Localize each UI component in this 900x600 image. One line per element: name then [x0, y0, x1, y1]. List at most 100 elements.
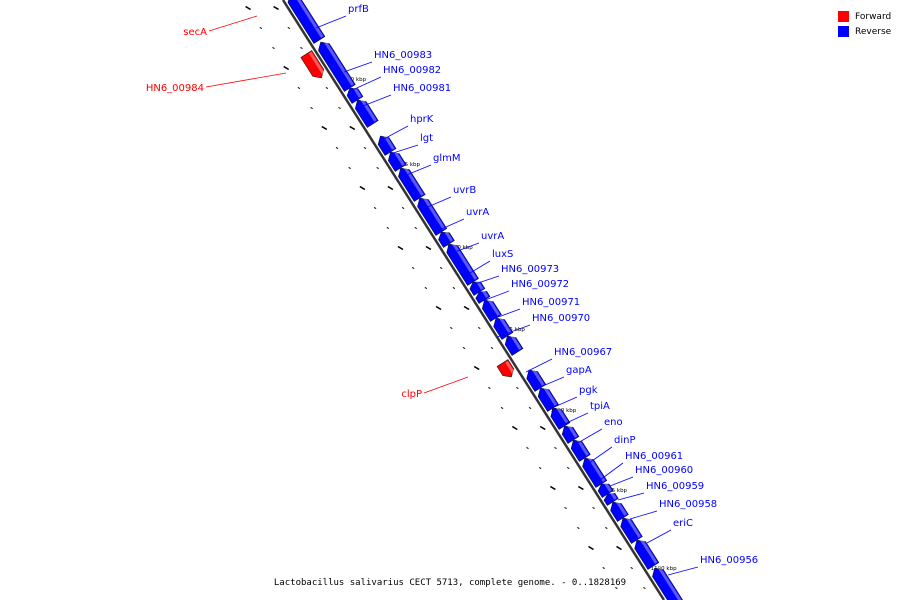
tick-mark	[425, 245, 432, 251]
scale-labels: 1220 kbp 1215 kbp 1210 kbp 1205 kbp 1200 kbp…	[340, 77, 677, 572]
gene-highlight	[403, 165, 424, 196]
legend: Forward Reverse	[838, 9, 891, 39]
gene-leader-line	[362, 94, 392, 107]
gene-arrow	[475, 289, 491, 304]
tick-mark	[283, 65, 290, 71]
gene-arrow	[300, 50, 326, 79]
gene-leader-line	[464, 260, 491, 277]
gene-arrow	[398, 165, 426, 202]
tick-mark	[577, 485, 584, 491]
gene-highlight	[393, 149, 405, 166]
scale-label: 1200 kbp	[550, 408, 576, 414]
legend-label-reverse: Reverse	[855, 26, 892, 37]
gene-body	[603, 493, 619, 506]
gene-body	[481, 299, 502, 322]
gene-leader-line	[667, 566, 699, 576]
gene-leader-line	[423, 376, 469, 394]
gene-label: hprK	[410, 114, 434, 125]
gene-highlight	[308, 51, 326, 76]
gene-body	[620, 517, 643, 544]
tick-mark	[287, 26, 291, 30]
gene-label: HN6_00981	[393, 83, 451, 94]
gene-leader-line	[479, 290, 510, 303]
gene-arrow	[417, 195, 448, 236]
tick-mark	[397, 245, 404, 251]
gene-body	[318, 41, 356, 92]
gene-arrow	[526, 367, 547, 392]
gene-body	[377, 135, 397, 156]
gene-label: pgk	[579, 385, 598, 396]
gene-arrow	[550, 405, 571, 430]
gene-body	[582, 457, 608, 488]
gene-leader-line	[617, 492, 645, 501]
gene-body	[597, 483, 614, 498]
gene-leader-line	[451, 242, 480, 254]
gene-leader-line	[496, 324, 531, 338]
tick-mark	[452, 286, 456, 290]
gene-arrow	[469, 279, 486, 296]
gene-body	[537, 387, 559, 412]
gene-label: uvrB	[453, 185, 476, 196]
gene-body	[634, 539, 660, 570]
scale-label: 1220 kbp	[340, 77, 366, 83]
gene-body	[354, 99, 379, 128]
gene-highlight	[451, 241, 478, 280]
tick-mark	[273, 5, 279, 11]
gene-leader-line	[343, 61, 373, 73]
gene-arrow	[481, 297, 502, 322]
gene-leader-line	[561, 412, 589, 426]
gene-arrow	[582, 455, 608, 488]
gene-leader-line	[489, 308, 521, 321]
gene-highlight	[482, 289, 489, 298]
backbone-line	[281, 0, 666, 600]
gene-body	[561, 425, 580, 444]
tick-mark	[424, 286, 428, 290]
gene-body	[496, 359, 515, 378]
gene-highlight	[443, 229, 454, 242]
tick-mark	[387, 185, 394, 191]
gene-label: luxS	[492, 249, 513, 260]
gene-highlight	[498, 315, 512, 334]
gene-highlight	[292, 0, 324, 38]
tick-mark	[528, 406, 532, 410]
gene-highlight	[422, 195, 446, 230]
gene-highlight	[555, 405, 569, 424]
gene-label: eno	[604, 417, 623, 428]
tick-mark	[488, 386, 491, 390]
tick-mark	[411, 266, 415, 270]
gene-label: HN6_00971	[522, 297, 580, 308]
gene-body	[387, 151, 407, 172]
gene-body	[469, 281, 486, 296]
gene-body	[493, 317, 514, 340]
tick-mark	[386, 226, 390, 230]
tick-mark	[335, 146, 339, 150]
gene-highlight	[505, 360, 516, 375]
gene-body	[526, 369, 547, 392]
gene-label: secA	[183, 27, 207, 38]
gene-label: glmM	[433, 153, 461, 164]
tick-mark	[373, 206, 377, 210]
gene-arrow	[504, 333, 524, 356]
gene-body	[287, 0, 326, 44]
gene-leader-line	[646, 529, 672, 544]
gene-leader-line	[315, 15, 347, 29]
gene-label: HN6_00970	[532, 313, 590, 324]
gene-label: HN6_00959	[646, 481, 704, 492]
gene-label: HN6_00961	[625, 451, 683, 462]
tick-mark	[577, 526, 580, 530]
gene-highlight	[639, 537, 658, 564]
tick-mark	[539, 425, 546, 431]
gene-arrow	[620, 515, 643, 544]
tick-mark	[564, 506, 567, 510]
gene-arrow	[610, 499, 629, 522]
gene-body	[550, 407, 571, 430]
tick-mark	[592, 506, 595, 510]
gene-arrow	[603, 491, 619, 506]
tick-mark	[538, 466, 542, 470]
gene-highlight	[475, 279, 484, 290]
gene-leader-line	[629, 510, 658, 520]
gene-highlight	[531, 367, 545, 386]
gene-arrow	[287, 0, 326, 44]
gene-label: tpiA	[590, 401, 610, 412]
gene-highlight	[610, 491, 617, 500]
